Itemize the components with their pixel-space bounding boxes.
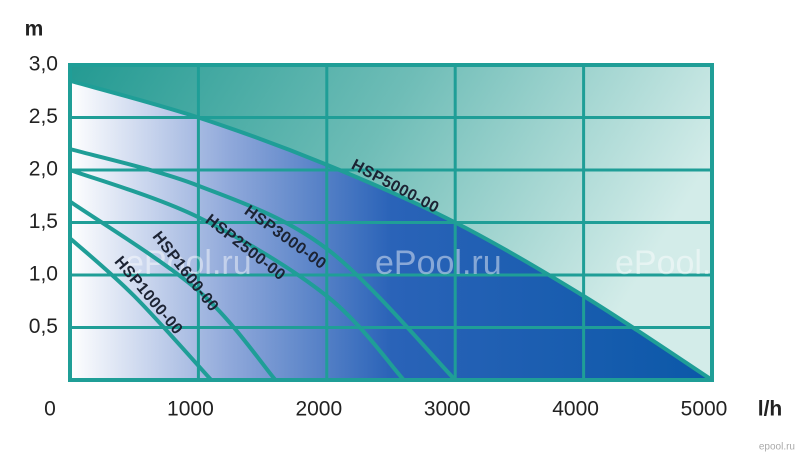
watermark: ePool.ru: [375, 244, 502, 282]
y-tick-label: 1,0: [29, 263, 58, 286]
x-tick-label: 1000: [167, 398, 214, 421]
x-tick-label: 5000: [681, 398, 728, 421]
x-axis-label: l/h: [758, 398, 783, 421]
line: [69, 78, 714, 382]
line: [68, 199, 277, 382]
x-tick-label: 3000: [424, 398, 471, 421]
x-tick-label: 0: [44, 398, 56, 421]
watermark: l.ru: [0, 244, 42, 282]
line: [69, 147, 457, 382]
y-tick-label: 2,0: [29, 158, 58, 181]
x-tick-label: 4000: [552, 398, 599, 421]
plot-border: [68, 63, 714, 382]
y-tick-label: 3,0: [29, 53, 58, 76]
y-tick-label: 2,5: [29, 105, 58, 128]
y-tick-label: 0,5: [29, 315, 58, 338]
x-tick-label: 2000: [295, 398, 342, 421]
y-tick-label: 1,5: [29, 210, 58, 233]
line: [68, 236, 213, 382]
line: [69, 168, 406, 382]
area: [70, 80, 712, 380]
watermark: ePool.ru: [615, 244, 742, 282]
y-axis-label: m: [25, 18, 44, 41]
watermark: epool.ru: [759, 442, 795, 453]
